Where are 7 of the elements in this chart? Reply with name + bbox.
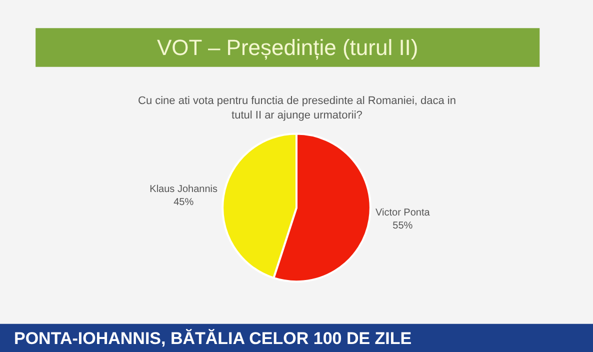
data-label: 45% [174,196,194,208]
slice-label: Klaus Johannis [150,184,218,195]
slice-label: Victor Ponta [376,208,430,219]
data-label: 55% [392,220,413,232]
chart-subtitle: Cu cine ati vota pentru functia de presedinte al Romaniei, daca in tutul II ar ajunge urmatorii? [138,95,456,122]
text: PONTA-IOHANNIS, BĂTĂLIA CELOR 100 DE ZILE [14,328,412,348]
chart-title: VOT – Președinție (turul II) [157,35,418,60]
